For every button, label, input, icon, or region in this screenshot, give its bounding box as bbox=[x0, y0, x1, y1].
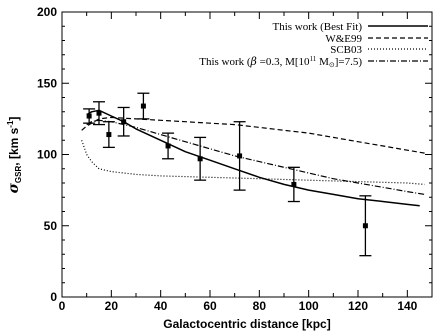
point-marker bbox=[96, 110, 102, 116]
data-point bbox=[162, 132, 175, 160]
plot-frame bbox=[61, 11, 433, 298]
y-axis-unit-close: ] bbox=[7, 117, 21, 121]
x-tick-labels: 0 20 40 60 80 100 120 140 bbox=[59, 299, 418, 313]
y-tick-label: 100 bbox=[37, 148, 57, 162]
legend-label: W&E99 bbox=[325, 33, 362, 45]
data-point bbox=[93, 101, 105, 126]
legend-label-part: ]=7.5) bbox=[335, 56, 363, 68]
legend-label-part: M bbox=[316, 56, 329, 68]
y-tick-labels: 0 50 100 150 200 bbox=[37, 5, 57, 304]
x-tick-label: 140 bbox=[397, 299, 417, 313]
point-marker bbox=[291, 181, 297, 187]
legend-label-part: β bbox=[250, 55, 257, 68]
data-point bbox=[194, 136, 207, 181]
y-tick-label: 150 bbox=[37, 76, 57, 90]
data-point bbox=[287, 166, 300, 203]
x-tick-label: 20 bbox=[105, 299, 119, 313]
x-tick-label: 120 bbox=[348, 299, 368, 313]
point-marker bbox=[165, 143, 171, 149]
point-marker bbox=[140, 103, 146, 109]
y-axis-symbol: σ bbox=[6, 182, 22, 193]
point-marker bbox=[121, 119, 127, 125]
legend-label-part: ⊙ bbox=[329, 61, 335, 69]
legend-label: This work (Best Fit) bbox=[272, 21, 362, 33]
y-axis-comma: , bbox=[7, 162, 21, 165]
x-axis-title: Galactocentric distance [kpc] bbox=[163, 317, 330, 331]
data-point bbox=[117, 106, 130, 137]
legend-label: SCB03 bbox=[330, 44, 362, 56]
point-marker bbox=[106, 132, 112, 138]
point-marker bbox=[197, 156, 203, 162]
legend-item: This work (β =0.3, M[1011 M⊙]=7.5) bbox=[199, 55, 428, 69]
point-marker bbox=[237, 153, 243, 159]
observation-points bbox=[83, 92, 372, 257]
data-point bbox=[83, 108, 96, 124]
data-point bbox=[137, 92, 150, 120]
x-tick-label: 80 bbox=[253, 299, 267, 313]
legend-label-part: This work ( bbox=[199, 56, 251, 68]
y-tick-label: 50 bbox=[44, 219, 58, 233]
point-marker bbox=[86, 113, 92, 119]
legend-item: SCB03 bbox=[330, 44, 428, 56]
y-axis-subscript: GSR bbox=[14, 166, 23, 184]
y-tick-label: 0 bbox=[50, 290, 57, 304]
axis-ticks bbox=[61, 11, 432, 298]
y-axis-title: σGSR, [km s-1] bbox=[6, 117, 23, 194]
y-axis-unit-exponent: -1 bbox=[6, 120, 15, 128]
y-tick-label: 200 bbox=[37, 5, 57, 19]
data-point bbox=[102, 121, 115, 149]
data-point bbox=[233, 121, 246, 191]
legend-item: W&E99 bbox=[325, 33, 428, 45]
legend-label-part: 11 bbox=[310, 55, 317, 63]
y-axis-unit: [km s bbox=[7, 127, 21, 162]
x-tick-label: 0 bbox=[59, 299, 66, 313]
scb03-curve bbox=[81, 140, 425, 185]
legend-label: This work (β =0.3, M[1011 M⊙]=7.5) bbox=[199, 55, 362, 69]
legend-item: This work (Best Fit) bbox=[272, 21, 428, 33]
point-marker bbox=[362, 223, 368, 229]
legend-label-part: =0.3, M[10 bbox=[257, 56, 310, 68]
best-fit-curve bbox=[86, 109, 420, 207]
we99-curve bbox=[81, 116, 425, 154]
x-tick-label: 100 bbox=[299, 299, 319, 313]
model-curves bbox=[81, 109, 425, 207]
beta-model-curve bbox=[86, 119, 425, 195]
x-tick-label: 60 bbox=[203, 299, 217, 313]
data-point bbox=[359, 195, 372, 257]
x-tick-label: 40 bbox=[154, 299, 168, 313]
